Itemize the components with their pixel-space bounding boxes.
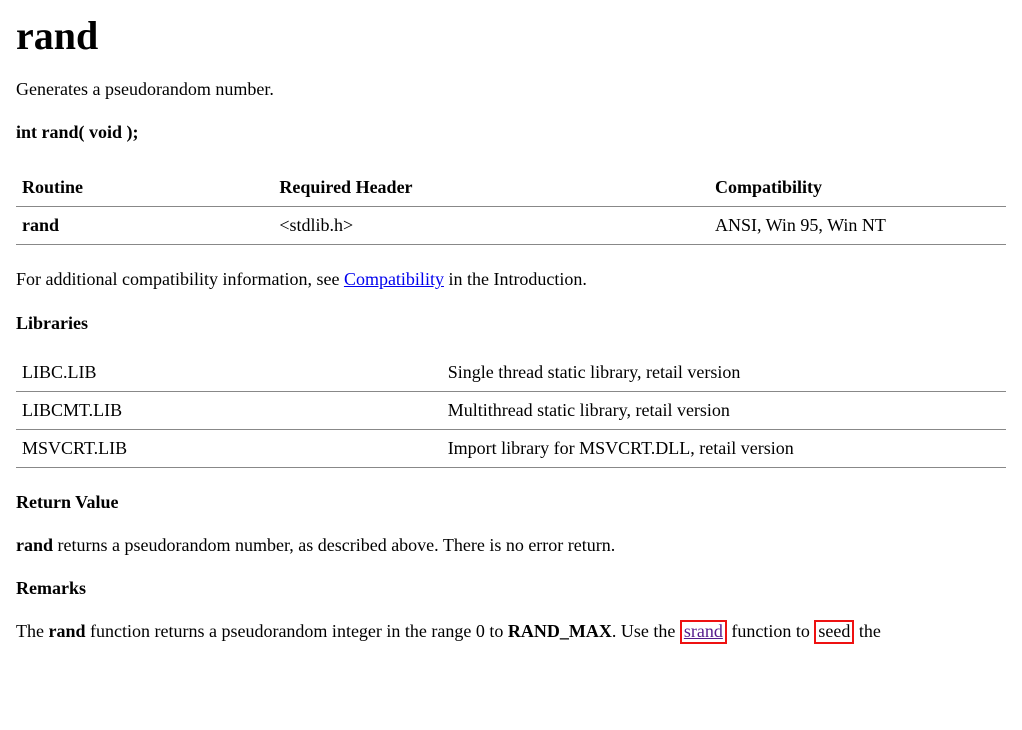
table-row: rand <stdlib.h> ANSI, Win 95, Win NT: [16, 207, 1006, 245]
remarks-text-d: function to: [727, 621, 815, 641]
return-bold: rand: [16, 535, 53, 555]
remarks-text-e: the: [854, 621, 881, 641]
compat-suffix: in the Introduction.: [444, 269, 587, 289]
cell-routine: rand: [16, 207, 273, 245]
table-row: LIBCMT.LIB Multithread static library, r…: [16, 391, 1006, 429]
compatibility-link[interactable]: Compatibility: [344, 269, 444, 289]
libraries-table: LIBC.LIB Single thread static library, r…: [16, 354, 1006, 468]
compatibility-table: Routine Required Header Compatibility ra…: [16, 169, 1006, 245]
srand-link[interactable]: srand: [684, 621, 723, 641]
compat-info-sentence: For additional compatibility information…: [16, 267, 1006, 292]
return-value-heading: Return Value: [16, 490, 1006, 515]
seed-text: seed: [818, 621, 850, 641]
remarks-text-b: function returns a pseudorandom integer …: [86, 621, 508, 641]
seed-highlight: seed: [814, 620, 854, 644]
table-row: MSVCRT.LIB Import library for MSVCRT.DLL…: [16, 429, 1006, 467]
function-signature: int rand( void );: [16, 120, 1006, 145]
cell-lib-desc: Import library for MSVCRT.DLL, retail ve…: [442, 429, 1006, 467]
remarks-heading: Remarks: [16, 576, 1006, 601]
summary-text: Generates a pseudorandom number.: [16, 77, 1006, 102]
return-value-text: rand returns a pseudorandom number, as d…: [16, 533, 1006, 558]
cell-lib-desc: Single thread static library, retail ver…: [442, 354, 1006, 392]
table-header-row: Routine Required Header Compatibility: [16, 169, 1006, 207]
libraries-heading: Libraries: [16, 311, 1006, 336]
cell-required-header: <stdlib.h>: [273, 207, 709, 245]
compat-prefix: For additional compatibility information…: [16, 269, 344, 289]
cell-lib-name: MSVCRT.LIB: [16, 429, 442, 467]
cell-lib-name: LIBCMT.LIB: [16, 391, 442, 429]
return-rest: returns a pseudorandom number, as descri…: [53, 535, 615, 555]
remarks-paragraph: The rand function returns a pseudorandom…: [16, 619, 1006, 644]
col-compat-header: Compatibility: [709, 169, 1006, 207]
remarks-text-a: The: [16, 621, 48, 641]
col-required-header: Required Header: [273, 169, 709, 207]
cell-compatibility: ANSI, Win 95, Win NT: [709, 207, 1006, 245]
page-title: rand: [16, 12, 1006, 59]
remarks-text-c: . Use the: [612, 621, 680, 641]
col-routine-header: Routine: [16, 169, 273, 207]
srand-highlight: srand: [680, 620, 727, 644]
cell-lib-name: LIBC.LIB: [16, 354, 442, 392]
table-row: LIBC.LIB Single thread static library, r…: [16, 354, 1006, 392]
remarks-bold-randmax: RAND_MAX: [508, 621, 612, 641]
cell-lib-desc: Multithread static library, retail versi…: [442, 391, 1006, 429]
remarks-bold-rand: rand: [48, 621, 85, 641]
